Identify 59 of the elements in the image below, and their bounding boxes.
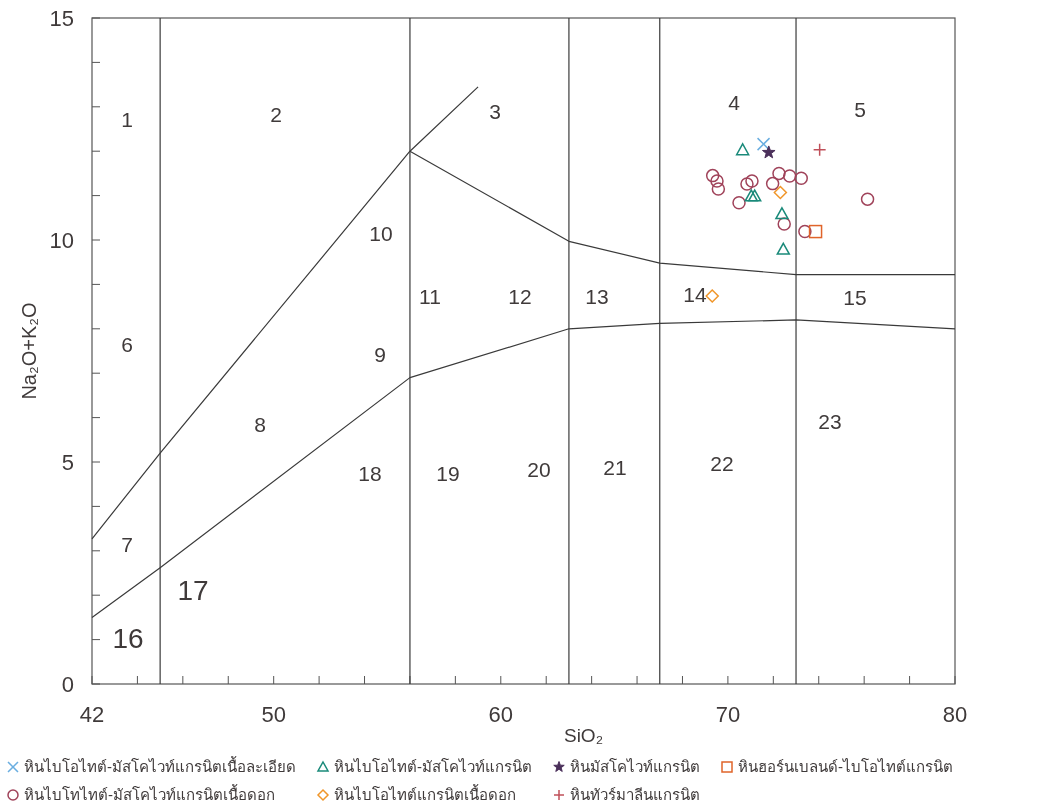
x-tick-label: 42 <box>79 702 105 727</box>
y-tick-label: 5 <box>61 450 74 475</box>
point <box>705 289 719 303</box>
x-tick-label: 50 <box>261 702 286 727</box>
annotation: 1 <box>121 108 133 131</box>
annotation: 8 <box>254 413 266 436</box>
annotation: 11 <box>419 285 441 308</box>
legend-label: หินไบโอไทต์แกรนิตเนื้อดอก <box>334 784 516 803</box>
point <box>740 177 754 191</box>
y-tick-label: 0 <box>61 672 74 697</box>
annotation: 9 <box>374 343 386 366</box>
annotation: 20 <box>527 458 551 481</box>
x-tick-label: 70 <box>715 702 741 727</box>
point <box>710 174 724 188</box>
y-tick-label: 10 <box>49 228 74 253</box>
annotation: 21 <box>603 456 627 479</box>
annotation: 7 <box>121 533 133 556</box>
annotation: 6 <box>121 333 133 356</box>
point <box>777 217 791 231</box>
x-axis-title: SiO₂ <box>563 725 604 746</box>
legend-label: หินไบโอไทต์-มัสโคไวท์แกรนิตเนื้อละเอียด <box>24 756 296 775</box>
annotation: 15 <box>843 286 867 309</box>
annotation: 14 <box>683 283 707 306</box>
legend-label: หินไบโอไทต์-มัสโคไวท์แกรนิต <box>334 758 532 775</box>
point <box>773 185 788 200</box>
x-tick-label: 60 <box>488 702 514 727</box>
y-axis-title: Na₂O+K₂O <box>18 302 40 400</box>
point <box>775 207 789 220</box>
annotation: 3 <box>489 100 501 123</box>
point <box>860 192 875 206</box>
annotation: 2 <box>270 103 282 126</box>
point <box>765 176 780 191</box>
point <box>735 143 750 156</box>
point <box>772 166 786 181</box>
annotation: 12 <box>508 285 532 308</box>
point <box>732 195 746 210</box>
annotation: 18 <box>358 462 382 485</box>
annotation: 19 <box>436 462 460 485</box>
point <box>705 168 720 183</box>
annotation: 10 <box>369 222 393 245</box>
point <box>798 224 812 239</box>
x-tick-label: 80 <box>942 702 968 727</box>
point <box>776 242 791 255</box>
annotation: 23 <box>818 410 842 433</box>
point <box>782 169 797 183</box>
legend-label: หินมัสโคไวท์แกรนิต <box>570 758 700 775</box>
legend-label: หินทัวร์มาลีนแกรนิต <box>570 786 700 803</box>
annotation: 22 <box>710 452 734 475</box>
annotation: 5 <box>854 98 866 121</box>
annotation: 17 <box>177 575 209 606</box>
legend-label: หินไบโทไทต์-มัสโคไวท์แกรนิตเนื้อดอก <box>24 784 275 803</box>
point <box>745 174 759 188</box>
point <box>711 182 726 196</box>
annotation: 13 <box>585 285 609 308</box>
annotation: 16 <box>112 623 144 654</box>
legend-label: หินฮอร์นเบลนด์-ไบโอไทต์แกรนิต <box>738 758 953 775</box>
point <box>794 171 808 186</box>
y-tick-label: 15 <box>49 6 74 31</box>
annotation: 4 <box>728 91 741 114</box>
